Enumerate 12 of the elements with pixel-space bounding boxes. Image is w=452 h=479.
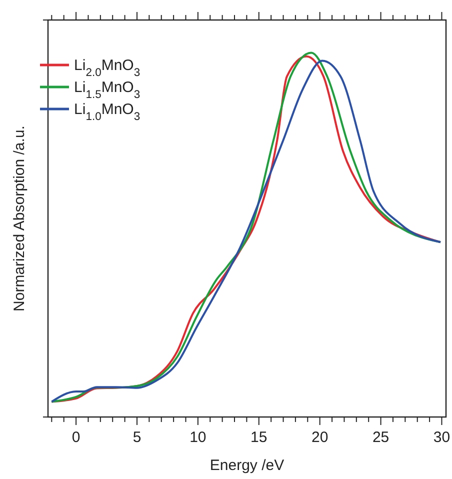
- x-tick-label: 0: [72, 429, 80, 446]
- legend-label: Li$_{1.0}$MnO$_{3}$: [74, 101, 140, 123]
- x-axis-title: Energy /eV: [210, 457, 284, 474]
- legend-label: Li$_{1.5}$MnO$_{3}$: [74, 79, 140, 101]
- x-tick-label: 10: [190, 429, 206, 446]
- x-tick-label: 5: [132, 429, 142, 446]
- x-tick-label: 30: [433, 429, 450, 446]
- legend-label: Li$_{2.0}$MnO$_{3}$: [74, 57, 140, 79]
- x-tick-label: 25: [372, 429, 390, 446]
- x-tick-label: 20: [311, 429, 328, 446]
- y-axis-title: Normarized Absorption /a.u.: [11, 126, 28, 312]
- x-tick-label: 15: [250, 429, 268, 446]
